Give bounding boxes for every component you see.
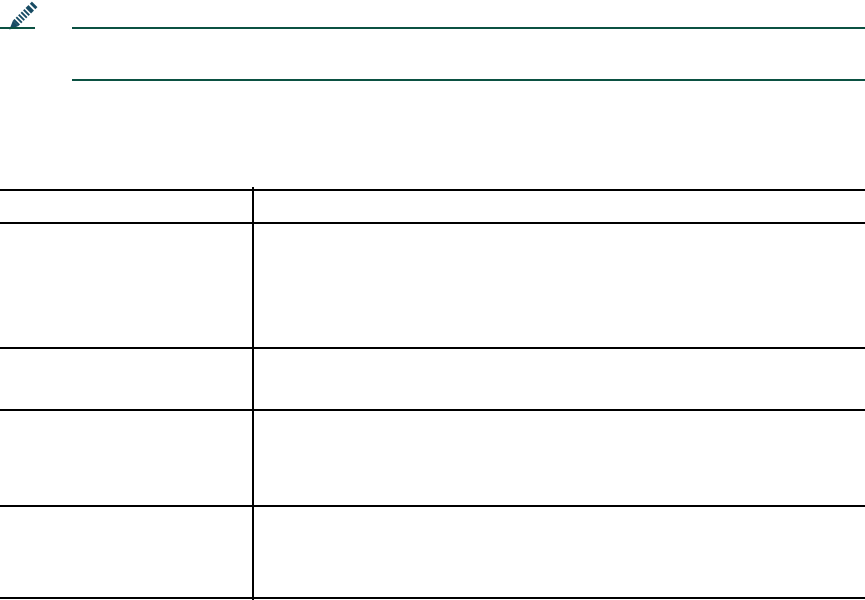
table-cell (254, 507, 865, 597)
table-bottom-border (0, 597, 865, 599)
table-header-cell-0 (0, 191, 252, 222)
table-row-divider-3 (0, 505, 865, 507)
table-cell (0, 224, 252, 347)
table-row (0, 349, 865, 409)
table-row (0, 411, 865, 505)
pencil-note-icon (9, 1, 38, 30)
table-column-divider (252, 187, 254, 600)
table-cell (254, 349, 865, 409)
table-row-divider-1 (0, 347, 865, 349)
table-header-cell-1 (254, 191, 865, 222)
table-cell (254, 224, 865, 347)
table-row-divider-2 (0, 409, 865, 411)
table-cell (254, 411, 865, 505)
note-rule-bottom (72, 79, 865, 81)
table-row (0, 224, 865, 347)
table-cell (0, 411, 252, 505)
note-text (72, 36, 852, 74)
note-rule-left-segment (0, 27, 35, 29)
table-row (0, 507, 865, 597)
note-rule-top (72, 27, 865, 29)
table-header-divider (0, 222, 865, 224)
table (0, 189, 865, 599)
table-top-border (0, 189, 865, 191)
table-cell (0, 507, 252, 597)
table-header-row (0, 191, 865, 222)
table-cell (0, 349, 252, 409)
